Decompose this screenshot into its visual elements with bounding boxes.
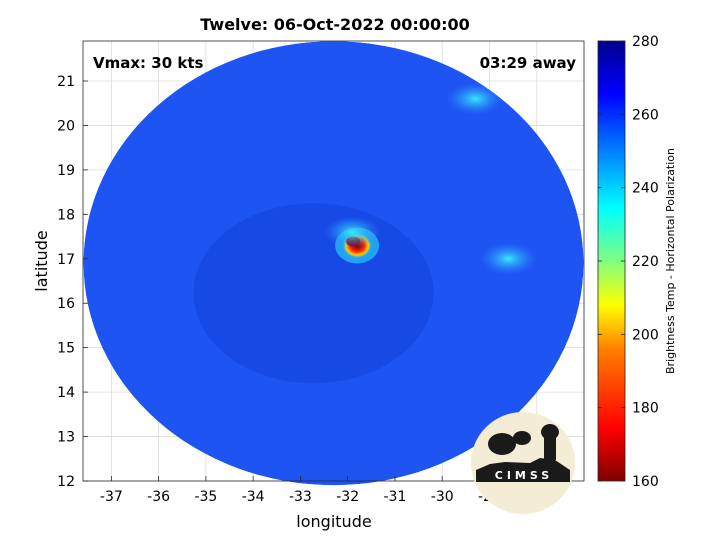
colorbar-ticks: 160 180 200 220 240 260 280 bbox=[598, 34, 659, 490]
logo-text: CIMSS bbox=[495, 469, 553, 482]
colorbar-tick-label: 280 bbox=[632, 34, 659, 50]
time-offset-annotation: 03:29 away bbox=[480, 54, 577, 72]
colorbar-tick-label: 260 bbox=[632, 107, 659, 123]
vmax-annotation: Vmax: 30 kts bbox=[93, 54, 203, 72]
convective-band bbox=[324, 216, 381, 249]
colorbar-tick-label: 240 bbox=[632, 181, 659, 197]
logo-water-tower bbox=[541, 424, 559, 440]
colorbar-tick-label: 160 bbox=[632, 474, 659, 490]
swath-image bbox=[83, 41, 584, 486]
x-tick-label: -37 bbox=[100, 489, 123, 505]
colorbar-tick-label: 200 bbox=[632, 327, 659, 343]
y-axis-label: latitude bbox=[32, 230, 51, 291]
x-tick-label: -30 bbox=[431, 489, 454, 505]
colorbar-label: Brightness Temp - Horizontal Polarizatio… bbox=[664, 148, 677, 374]
x-tick-label: -36 bbox=[147, 489, 170, 505]
logo-ground bbox=[476, 458, 570, 482]
plot-frame bbox=[82, 40, 585, 482]
y-tick-label: 20 bbox=[57, 118, 75, 134]
y-tick-label: 21 bbox=[57, 74, 75, 90]
colorbar-tick-label: 220 bbox=[632, 254, 659, 270]
colorbar-tick-label: 180 bbox=[632, 401, 659, 417]
convective-band bbox=[447, 82, 504, 115]
y-tick-label: 12 bbox=[57, 474, 75, 490]
logo-tower-legs bbox=[544, 438, 556, 460]
x-tick-label: -34 bbox=[242, 489, 265, 505]
warm-region bbox=[193, 203, 434, 384]
y-tick-label: 15 bbox=[57, 341, 75, 357]
x-tick-label: -31 bbox=[384, 489, 407, 505]
x-tick-label: -32 bbox=[336, 489, 359, 505]
convective-band bbox=[480, 242, 537, 275]
logo-radar-dish bbox=[513, 431, 531, 445]
y-tick-label: 18 bbox=[57, 207, 75, 223]
y-tick-label: 19 bbox=[57, 163, 75, 179]
logo-radar-dish bbox=[488, 433, 516, 455]
x-axis-label: longitude bbox=[296, 512, 371, 531]
x-tick-label: -35 bbox=[194, 489, 217, 505]
y-tick-label: 17 bbox=[57, 252, 75, 268]
y-axis-ticks: 12 13 14 15 16 17 18 19 20 21 bbox=[57, 74, 88, 490]
colorbar bbox=[597, 40, 626, 482]
y-tick-label: 13 bbox=[57, 430, 75, 446]
chart-title: Twelve: 06-Oct-2022 00:00:00 bbox=[200, 15, 470, 34]
y-tick-label: 16 bbox=[57, 296, 75, 312]
x-tick-label: -33 bbox=[289, 489, 312, 505]
y-tick-label: 14 bbox=[57, 385, 75, 401]
cimss-logo: CIMSS bbox=[471, 412, 575, 514]
